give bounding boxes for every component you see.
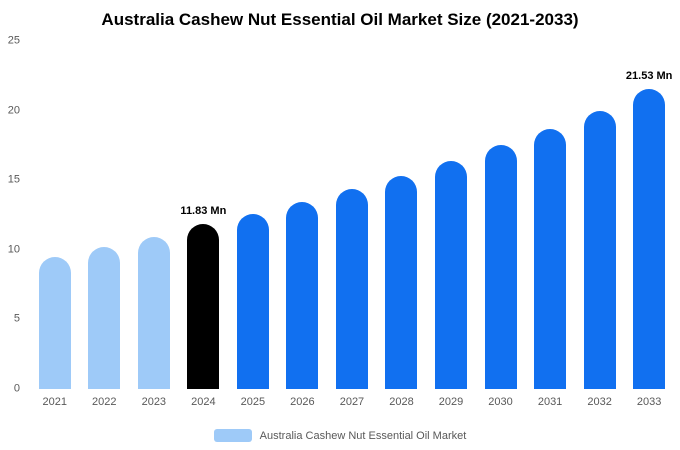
bar-column-2026: 2026 — [278, 41, 328, 408]
bar-column-2022: 2022 — [80, 41, 130, 408]
bar-2022[interactable] — [88, 247, 121, 389]
bar-2030[interactable] — [484, 145, 517, 389]
bar-2032[interactable] — [583, 110, 616, 389]
bar-column-2033: 21.53 Mn 2033 — [624, 41, 674, 408]
bar-column-2027: 2027 — [327, 41, 377, 408]
x-axis-label-2028: 2028 — [389, 396, 414, 408]
y-tick-label: 20 — [7, 104, 20, 117]
x-axis-label-2023: 2023 — [141, 396, 167, 408]
x-axis-label-2029: 2029 — [438, 396, 464, 408]
bar-column-2031: 2031 — [525, 41, 575, 408]
bars: 2021 2022 2023 11.83 Mn 2024 2025 2026 2027 2028… — [30, 41, 674, 408]
chart-title: Australia Cashew Nut Essential Oil Marke… — [101, 10, 579, 29]
x-axis-label-2025: 2025 — [240, 396, 266, 408]
legend-label: Australia Cashew Nut Essential Oil Marke… — [259, 429, 467, 442]
x-axis-label-2032: 2032 — [587, 396, 612, 408]
bar-column-2032: 2032 — [575, 41, 625, 408]
data-label-2033: 21.53 Mn — [625, 70, 673, 83]
x-axis-label-2022: 2022 — [92, 396, 117, 408]
bar-2031[interactable] — [534, 128, 567, 389]
x-axis-label-2033: 2033 — [636, 396, 662, 408]
bar-2025[interactable] — [236, 213, 269, 389]
bar-2024[interactable] — [187, 224, 220, 389]
bar-2033[interactable] — [633, 89, 666, 389]
bar-2023[interactable] — [137, 237, 170, 389]
bar-column-2029: 2029 — [426, 41, 476, 408]
data-label-2024: 11.83 Mn — [180, 205, 227, 218]
bar-2027[interactable] — [335, 188, 368, 389]
bar-2021[interactable] — [38, 256, 71, 389]
y-tick-label: 25 — [7, 34, 20, 47]
bar-2028[interactable] — [385, 176, 418, 389]
x-axis-label-2024: 2024 — [191, 396, 216, 408]
y-axis: 0 5 10 15 20 25 — [0, 35, 26, 394]
y-tick-label: 5 — [13, 312, 20, 325]
legend: Australia Cashew Nut Essential Oil Marke… — [0, 429, 680, 442]
bar-2026[interactable] — [286, 202, 319, 389]
x-axis-label-2030: 2030 — [488, 396, 513, 408]
bar-column-2030: 2030 — [476, 41, 526, 408]
bar-column-2025: 2025 — [228, 41, 278, 408]
plot-area: 2021 2022 2023 11.83 Mn 2024 2025 2026 2027 2028… — [30, 41, 674, 408]
bar-column-2024: 11.83 Mn 2024 — [179, 41, 229, 408]
x-axis-label-2031: 2031 — [537, 396, 563, 408]
x-axis-label-2021: 2021 — [42, 396, 67, 408]
bar-column-2028: 2028 — [377, 41, 427, 408]
bar-column-2021: 2021 — [30, 41, 80, 408]
y-tick-label: 0 — [13, 382, 20, 395]
bar-column-2023: 2023 — [129, 41, 179, 408]
y-tick-label: 15 — [7, 173, 20, 186]
y-tick-label: 10 — [7, 243, 20, 256]
x-axis-label-2026: 2026 — [290, 396, 315, 408]
bar-2029[interactable] — [435, 160, 468, 389]
x-axis-label-2027: 2027 — [339, 396, 365, 408]
legend-swatch-icon — [213, 429, 252, 442]
